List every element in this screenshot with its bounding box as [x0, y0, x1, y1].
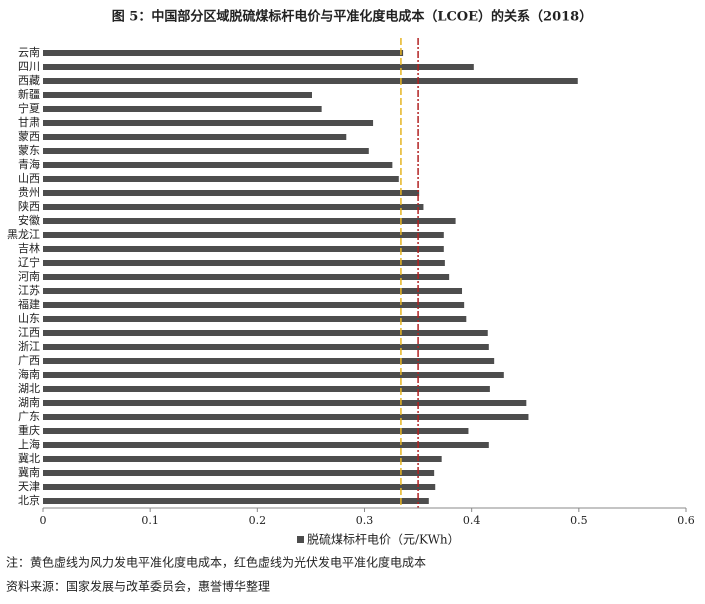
y-tick-label: 辽宁: [18, 255, 40, 269]
y-tick-label: 湖北: [18, 382, 40, 395]
bar: [43, 484, 436, 490]
y-tick-label: 广西: [18, 354, 40, 367]
bar: [43, 218, 456, 224]
y-tick-label: 江苏: [18, 284, 40, 297]
y-tick-label: 甘肃: [18, 116, 40, 129]
y-tick-label: 蒙东: [18, 144, 40, 157]
bar: [43, 358, 495, 364]
bar: [43, 260, 445, 266]
bar: [43, 176, 399, 182]
bar: [43, 204, 424, 210]
legend-swatch: [297, 536, 304, 543]
y-tick-label: 陕西: [18, 199, 40, 213]
x-tick-label: 0.3: [356, 514, 374, 527]
y-tick-label: 西藏: [18, 74, 40, 87]
bar: [43, 190, 420, 196]
y-tick-label: 山西: [18, 172, 40, 185]
y-tick-label: 新疆: [18, 87, 40, 101]
x-tick-label: 0.4: [463, 514, 481, 527]
y-tick-label: 四川: [18, 60, 40, 73]
bar: [43, 400, 527, 406]
note: 注：黄色虚线为风力发电平准化度电成本，红色虚线为光伏发电平准化度电成本: [6, 555, 426, 570]
bar: [43, 442, 489, 448]
bar: [43, 134, 347, 140]
y-tick-label: 重庆: [18, 423, 40, 437]
bar: [43, 274, 450, 280]
bar: [43, 428, 469, 434]
y-tick-label: 贵州: [18, 186, 40, 199]
bar: [43, 330, 488, 336]
bar: [43, 386, 490, 392]
bar: [43, 344, 489, 350]
bar: [43, 302, 465, 308]
bar: [43, 92, 312, 98]
y-tick-label: 广东: [18, 410, 40, 423]
bar: [43, 78, 578, 84]
bar: [43, 414, 529, 420]
y-tick-label: 海南: [18, 367, 40, 381]
y-tick-label: 云南: [18, 46, 40, 59]
y-tick-label: 河南: [18, 270, 40, 283]
y-tick-label: 蒙西: [18, 130, 40, 143]
y-tick-label: 北京: [18, 493, 40, 507]
bar: [43, 50, 404, 56]
x-tick-label: 0.2: [249, 514, 267, 527]
y-tick-label: 吉林: [18, 241, 40, 255]
y-tick-label: 福建: [18, 297, 40, 311]
y-tick-label: 冀北: [18, 451, 40, 465]
bar: [43, 162, 393, 168]
legend-label: 脱硫煤标杆电价（元/KWh）: [307, 532, 460, 547]
bar: [43, 106, 322, 112]
bar: [43, 288, 463, 294]
x-tick-label: 0.1: [141, 514, 159, 527]
x-tick-label: 0: [40, 514, 47, 527]
y-tick-label: 黑龙江: [7, 228, 40, 241]
x-tick-label: 0.6: [677, 514, 695, 527]
y-tick-label: 天津: [18, 480, 40, 493]
bar: [43, 232, 444, 238]
x-tick-label: 0.5: [570, 514, 588, 527]
y-tick-label: 安徽: [18, 213, 40, 227]
source: 资料来源：国家发展与改革委员会，惠誉博华整理: [6, 579, 270, 594]
y-tick-label: 宁夏: [18, 101, 40, 115]
bar: [43, 120, 374, 126]
bar: [43, 470, 435, 476]
bar: [43, 372, 504, 378]
y-tick-label: 上海: [18, 437, 40, 451]
bar: [43, 498, 429, 504]
y-tick-label: 冀南: [18, 465, 40, 479]
y-tick-label: 江西: [18, 326, 40, 339]
chart-title: 图 5：中国部分区域脱硫煤标杆电价与平准化度电成本（LCOE）的关系（2018）: [112, 9, 592, 25]
y-tick-label: 山东: [18, 312, 40, 325]
y-tick-label: 湖南: [18, 396, 40, 409]
y-tick-label: 浙江: [18, 340, 40, 353]
y-tick-label: 青海: [18, 157, 40, 171]
bar: [43, 148, 369, 154]
bar: [43, 316, 467, 322]
bar: [43, 246, 444, 252]
bar: [43, 64, 474, 70]
bar: [43, 456, 442, 462]
